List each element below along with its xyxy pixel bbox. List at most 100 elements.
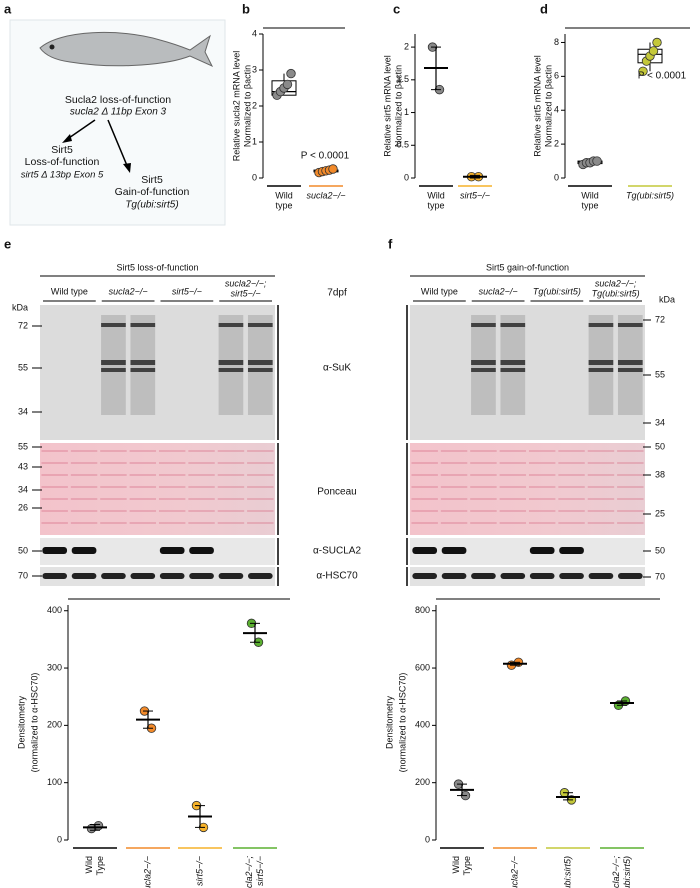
ponceau-band	[499, 522, 527, 524]
ponceau-band	[440, 474, 468, 476]
ponceau-band	[70, 522, 98, 524]
blot	[410, 443, 645, 535]
ponceau-band	[528, 450, 556, 452]
x-tick-label: Tg(ubi:sirt5)	[562, 856, 572, 888]
y-axis-label: Relative sirt5 mRNA level	[382, 55, 392, 157]
band	[588, 573, 614, 579]
ponceau-band	[528, 498, 556, 500]
lane-label: sucla2−/−	[109, 286, 148, 296]
annotation: P < 0.0001	[301, 151, 350, 162]
ponceau-band	[217, 462, 245, 464]
x-tick-label: type	[427, 200, 444, 210]
ponceau-band	[470, 474, 497, 476]
ponceau-band	[129, 474, 157, 476]
band	[247, 573, 273, 579]
band	[500, 368, 526, 372]
band	[71, 547, 97, 554]
ponceau-band	[587, 522, 615, 524]
band	[218, 323, 244, 327]
y-axis-label: Normalized to βactin	[393, 65, 403, 147]
y-tick-label: 3	[252, 64, 257, 74]
ponceau-band	[247, 510, 274, 512]
y-tick-label: 4	[554, 105, 559, 115]
ponceau-band	[499, 450, 527, 452]
blot-row-label: 7dpf	[327, 288, 347, 299]
ponceau-band	[188, 510, 215, 512]
band	[471, 323, 496, 327]
kda-label: 70	[655, 571, 665, 581]
kda-label: 55	[655, 369, 665, 379]
y-axis-label: (normalized to α-HSC70)	[397, 673, 407, 773]
y-tick-label: 1	[404, 107, 409, 117]
y-tick-label: 0	[57, 834, 62, 844]
panel-a: Sucla2 loss-of-function sucla2 Δ 11bp Ex…	[9, 19, 226, 226]
ponceau-band	[558, 522, 585, 524]
data-point	[328, 164, 338, 174]
ponceau-band	[411, 474, 438, 476]
band	[500, 573, 526, 579]
band	[441, 573, 467, 579]
ponceau-band	[470, 450, 497, 452]
ponceau-band	[70, 462, 98, 464]
ponceau-band	[411, 462, 438, 464]
ponceau-band	[440, 510, 468, 512]
data-point	[652, 37, 662, 48]
y-tick-label: 100	[47, 777, 62, 787]
ponceau-band	[217, 486, 245, 488]
band	[500, 360, 526, 365]
x-tick-label: sucla2−/−	[306, 190, 345, 200]
panel-label: d	[540, 1, 548, 16]
ponceau-band	[558, 498, 585, 500]
lane-label: Tg(ubi:sirt5)	[533, 286, 581, 296]
kda-label: 43	[18, 461, 28, 471]
y-tick-label: 2	[252, 100, 257, 110]
ponceau-band	[158, 450, 186, 452]
lane-label: sirt5−/−	[231, 288, 261, 298]
kda-label: 34	[18, 484, 28, 494]
ponceau-band	[247, 462, 274, 464]
fish	[39, 31, 214, 68]
x-tick-label: Wild	[84, 856, 94, 874]
ponceau-band	[129, 498, 157, 500]
band	[42, 547, 68, 554]
diagram-text: Tg(ubi:sirt5)	[125, 200, 178, 211]
y-tick-label: 4	[252, 28, 257, 38]
blot	[40, 305, 275, 440]
ponceau-band	[470, 462, 497, 464]
ponceau-band	[470, 486, 497, 488]
band	[101, 368, 126, 372]
blot-title: Sirt5 gain-of-function	[486, 262, 569, 272]
lane-label: Wild type	[51, 286, 88, 296]
blot-row-label: α-HSC70	[316, 571, 358, 582]
ponceau-band	[188, 522, 215, 524]
x-tick-label: Wild	[451, 856, 461, 874]
ponceau-band	[411, 450, 438, 452]
band	[101, 573, 126, 579]
y-tick-label: 1	[252, 136, 257, 146]
kda-label: 26	[18, 502, 28, 512]
ponceau-band	[247, 486, 274, 488]
x-tick-label: sirt5−/−	[194, 856, 204, 886]
band	[247, 323, 273, 327]
band	[130, 360, 156, 365]
y-tick-label: 800	[415, 605, 430, 615]
kda-label: 34	[655, 417, 665, 427]
ponceau-band	[70, 474, 98, 476]
ponceau-band	[41, 510, 68, 512]
panel-label: b	[242, 1, 250, 16]
kda-label: 55	[18, 441, 28, 451]
y-tick-label: 8	[554, 37, 559, 47]
ponceau-band	[558, 510, 585, 512]
band	[412, 573, 438, 579]
ponceau-band	[558, 450, 585, 452]
ponceau-band	[217, 510, 245, 512]
kda-label: 72	[18, 320, 28, 330]
ponceau-band	[470, 522, 497, 524]
kda-label: 70	[18, 570, 28, 580]
y-axis-label: Normalized to βactin	[242, 65, 252, 147]
band	[588, 323, 614, 327]
data-point	[592, 156, 602, 166]
ponceau-band	[217, 474, 245, 476]
ponceau-band	[158, 462, 186, 464]
